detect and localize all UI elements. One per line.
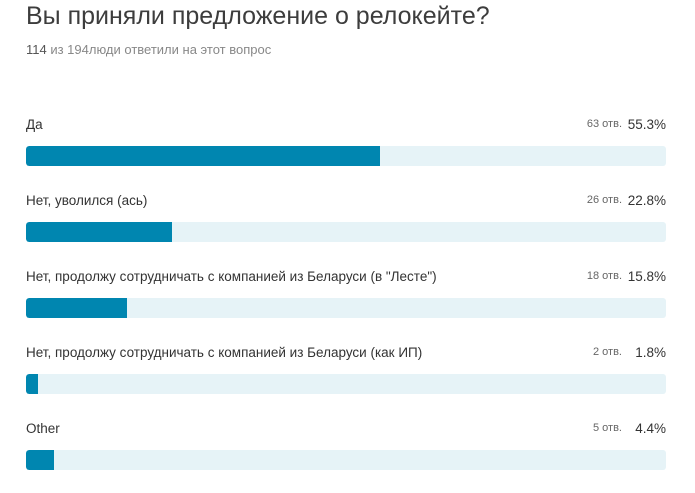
bar-track [26, 450, 666, 470]
result-row: Нет, продолжу сотрудничать с компанией и… [26, 269, 666, 329]
percent-label: 1.8% [635, 345, 666, 360]
bar-track [26, 146, 666, 166]
bar-fill [26, 450, 55, 470]
response-count: 2 отв. [593, 346, 622, 358]
result-row: Нет, уволился (ась) 26 отв. 22.8% [26, 193, 666, 253]
result-row: Да 63 отв. 55.3% [26, 117, 666, 177]
response-count: 18 отв. [586, 270, 622, 282]
question-title: Вы приняли предложение о релокейте? [26, 2, 490, 30]
option-label: Нет, продолжу сотрудничать с компанией и… [26, 345, 423, 360]
option-label: Да [26, 117, 43, 132]
response-count: 5 отв. [593, 422, 622, 434]
bar-track [26, 374, 666, 394]
bar-fill [26, 146, 380, 166]
bar-track [26, 298, 666, 318]
percent-label: 22.8% [627, 193, 666, 208]
bar-fill [26, 298, 128, 318]
percent-label: 55.3% [627, 117, 666, 132]
answered-count: 114 [26, 42, 47, 57]
option-label: Нет, уволился (ась) [26, 193, 148, 208]
bar-fill [26, 222, 172, 242]
responses-summary: 114 из 194люди ответили на этот вопрос [26, 42, 271, 57]
response-count: 63 отв. [586, 118, 622, 130]
bar-fill [26, 374, 38, 394]
response-count: 26 отв. [586, 194, 622, 206]
option-label: Нет, продолжу сотрудничать с компанией и… [26, 269, 437, 284]
option-label: Other [26, 421, 60, 436]
percent-label: 15.8% [627, 269, 666, 284]
responses-summary-text: из 194люди ответили на этот вопрос [46, 42, 272, 57]
result-row: Нет, продолжу сотрудничать с компанией и… [26, 345, 666, 405]
percent-label: 4.4% [635, 421, 666, 436]
result-row: Other 5 отв. 4.4% [26, 421, 666, 481]
bar-track [26, 222, 666, 242]
